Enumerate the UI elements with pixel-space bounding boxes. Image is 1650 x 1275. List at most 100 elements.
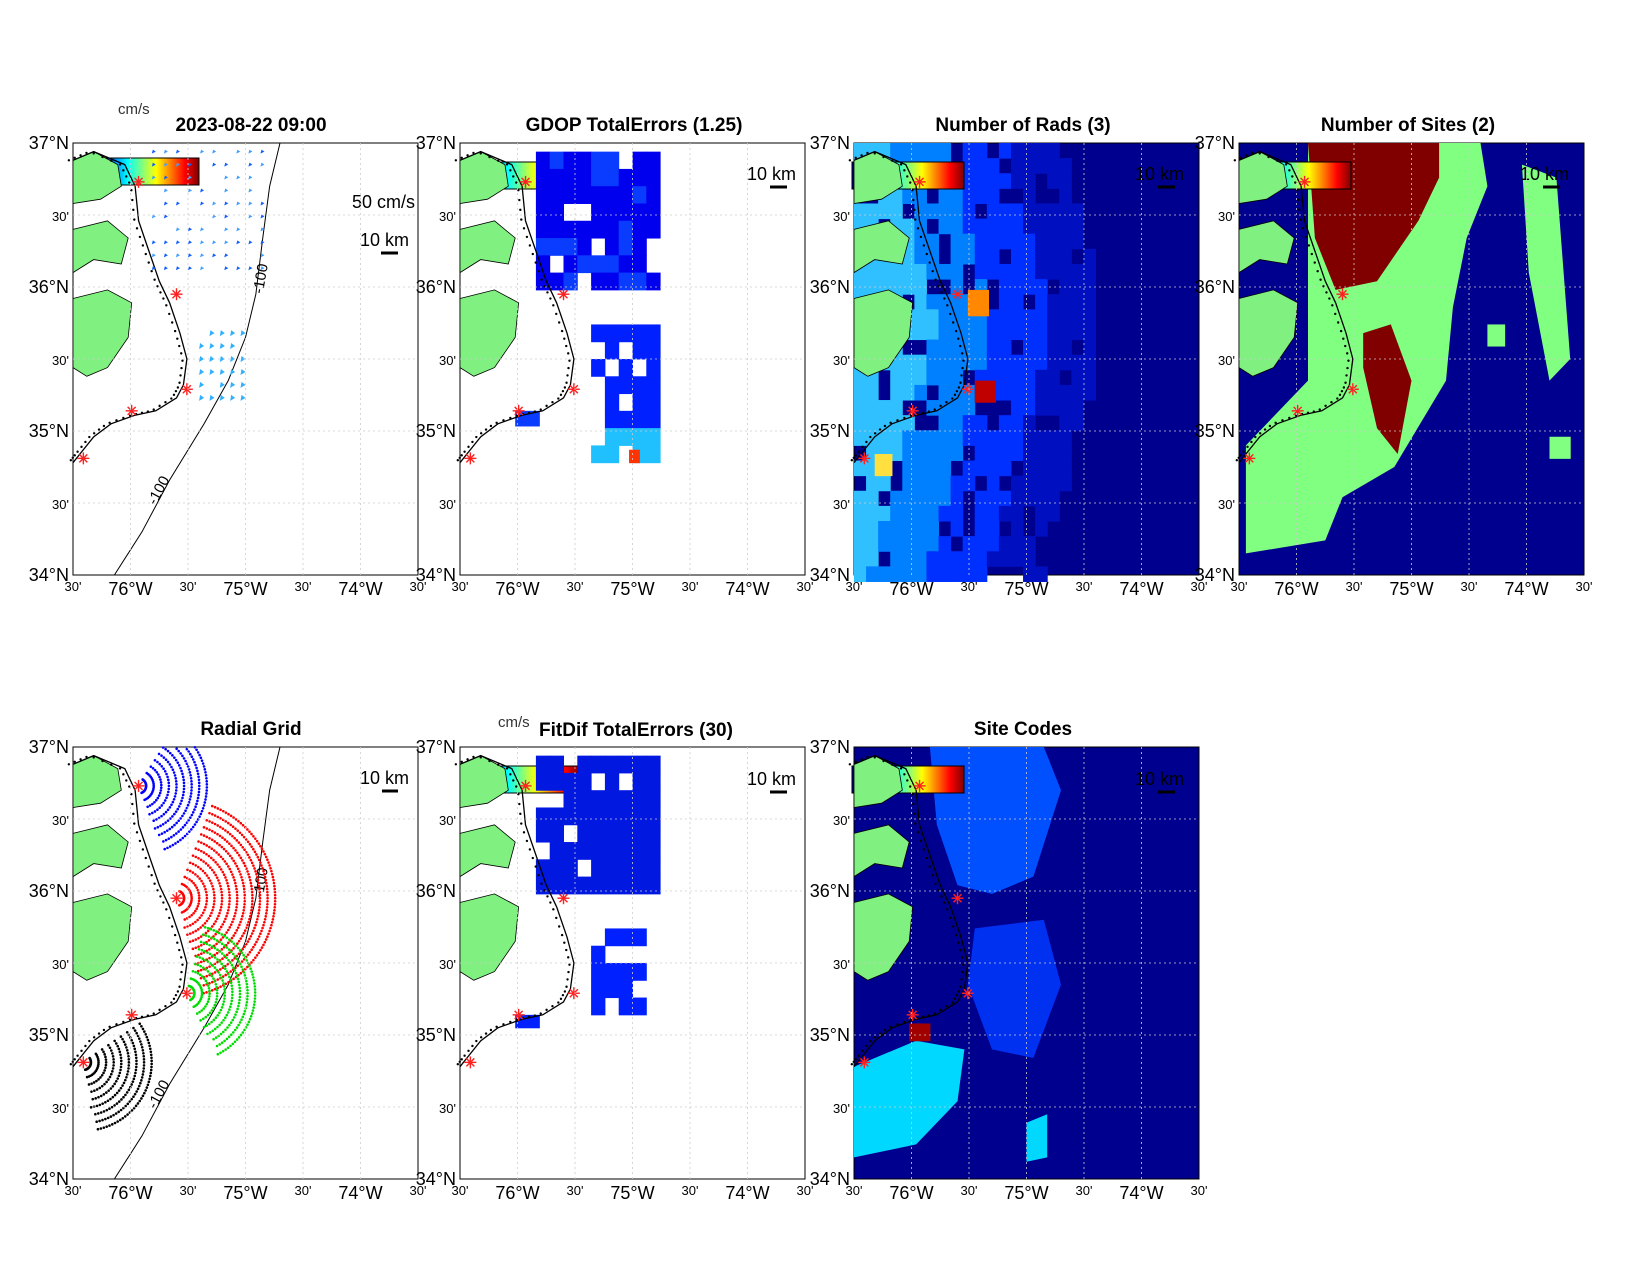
svg-text:37°N: 37°N: [416, 133, 456, 153]
panel-currents: 2023-08-22 09:00 cm/s 50 cm/s 10 km -100…: [29, 101, 427, 599]
svg-text:36°N: 36°N: [29, 277, 69, 297]
svg-text:35°N: 35°N: [810, 1025, 850, 1045]
panel-site-codes: Site Codes 10 km 37°N30'36°N30'35°N30'34…: [810, 719, 1208, 1203]
svg-text:74°W: 74°W: [1119, 579, 1163, 599]
svg-text:37°N: 37°N: [810, 133, 850, 153]
panel-gdop: GDOP TotalErrors (1.25) 10 km 37°N 30' 36°…: [416, 115, 814, 599]
svg-text:30': 30': [410, 1183, 427, 1198]
svg-text:30': 30': [1218, 497, 1235, 512]
svg-text:30': 30': [846, 1183, 863, 1198]
svg-text:30': 30': [682, 579, 699, 594]
current-vectors: [151, 149, 265, 401]
land-mass: [848, 754, 969, 1068]
svg-text:30': 30': [439, 209, 456, 224]
svg-text:30': 30': [833, 957, 850, 972]
scale-bar-label: 10 km: [360, 768, 409, 788]
panel-title: Number of Sites (2): [1321, 115, 1495, 136]
scale-bar-label: 10 km: [1520, 164, 1569, 184]
svg-text:34°N: 34°N: [29, 1169, 69, 1189]
svg-text:30': 30': [1191, 579, 1208, 594]
land-mass: [1233, 150, 1354, 464]
svg-text:35°N: 35°N: [1195, 421, 1235, 441]
axis-labels: 37°N30'36°N30'35°N30'34°N30' 76°W 30' 75°W 3…: [810, 737, 1208, 1203]
svg-text:30': 30': [439, 813, 456, 828]
sites-heatmap: [1245, 143, 1571, 554]
svg-text:76°W: 76°W: [495, 579, 539, 599]
svg-text:36°N: 36°N: [29, 881, 69, 901]
land-mass: [67, 754, 188, 1068]
panel-fitdif: FitDif TotalErrors (30) cm/s 10 km 37°N 3…: [416, 714, 814, 1203]
panel-number-of-rads: Number of Rads (3) 10 km 37°N30'36°N30'3…: [810, 115, 1208, 599]
reference-vector-label: 50 cm/s: [352, 192, 415, 212]
svg-text:30': 30': [1461, 579, 1478, 594]
svg-text:75°W: 75°W: [223, 1183, 267, 1203]
svg-text:30': 30': [1576, 579, 1593, 594]
svg-text:37°N: 37°N: [1195, 133, 1235, 153]
svg-text:30': 30': [567, 579, 584, 594]
scale-bar-label: 10 km: [1135, 769, 1184, 789]
svg-text:36°N: 36°N: [416, 881, 456, 901]
site-markers: [1243, 175, 1359, 465]
svg-text:35°N: 35°N: [416, 1025, 456, 1045]
svg-text:30': 30': [52, 1101, 69, 1116]
svg-text:30': 30': [295, 1183, 312, 1198]
svg-text:30': 30': [833, 497, 850, 512]
svg-text:30': 30': [1346, 579, 1363, 594]
fitdif-heatmap: [515, 755, 661, 1029]
svg-text:76°W: 76°W: [889, 579, 933, 599]
svg-text:30': 30': [833, 209, 850, 224]
panel-title: Radial Grid: [200, 719, 301, 740]
panel-title: 2023-08-22 09:00: [175, 115, 326, 136]
svg-text:36°N: 36°N: [810, 881, 850, 901]
svg-text:30': 30': [439, 1101, 456, 1116]
svg-text:30': 30': [452, 1183, 469, 1198]
site-markers: [858, 779, 974, 1069]
svg-text:30': 30': [1218, 209, 1235, 224]
svg-text:37°N: 37°N: [810, 737, 850, 757]
svg-text:-100: -100: [250, 262, 272, 295]
svg-text:30': 30': [295, 579, 312, 594]
svg-text:75°W: 75°W: [610, 579, 654, 599]
svg-text:30': 30': [439, 353, 456, 368]
svg-text:30': 30': [52, 957, 69, 972]
scale-bar-label: 10 km: [747, 769, 796, 789]
land-mass: [454, 150, 575, 464]
svg-text:36°N: 36°N: [1195, 277, 1235, 297]
svg-text:30': 30': [52, 813, 69, 828]
scale-bar-label: 10 km: [747, 164, 796, 184]
svg-text:30': 30': [833, 1101, 850, 1116]
svg-text:30': 30': [52, 209, 69, 224]
gdop-heatmap: [515, 151, 661, 464]
svg-text:30': 30': [682, 1183, 699, 1198]
svg-text:30': 30': [439, 497, 456, 512]
svg-text:30': 30': [961, 1183, 978, 1198]
svg-text:35°N: 35°N: [29, 421, 69, 441]
svg-text:34°N: 34°N: [810, 565, 850, 585]
svg-text:35°N: 35°N: [29, 1025, 69, 1045]
svg-text:37°N: 37°N: [416, 737, 456, 757]
svg-text:76°W: 76°W: [1274, 579, 1318, 599]
site-markers: [858, 175, 974, 465]
svg-text:76°W: 76°W: [889, 1183, 933, 1203]
panel-title: FitDif TotalErrors (30): [539, 720, 733, 741]
panel-title: GDOP TotalErrors (1.25): [526, 115, 743, 136]
svg-text:30': 30': [410, 579, 427, 594]
svg-text:75°W: 75°W: [610, 1183, 654, 1203]
svg-text:75°W: 75°W: [1004, 1183, 1048, 1203]
svg-text:34°N: 34°N: [416, 565, 456, 585]
svg-text:30': 30': [452, 579, 469, 594]
svg-text:30': 30': [180, 1183, 197, 1198]
axis-labels: 37°N30'36°N30'35°N30'34°N30' 76°W 30' 75°W 3…: [29, 133, 427, 599]
svg-text:74°W: 74°W: [338, 1183, 382, 1203]
colorbar-units: cm/s: [498, 714, 530, 731]
land-mass: [848, 150, 969, 464]
svg-text:74°W: 74°W: [1119, 1183, 1163, 1203]
svg-text:74°W: 74°W: [725, 1183, 769, 1203]
sitecodes-heatmap: [854, 747, 1061, 1162]
axis-labels: 37°N30'36°N30'35°N30'34°N30' 76°W 30' 75°W 3…: [810, 133, 1208, 599]
svg-text:30': 30': [1076, 579, 1093, 594]
svg-text:30': 30': [797, 579, 814, 594]
svg-text:30': 30': [180, 579, 197, 594]
svg-text:74°W: 74°W: [1504, 579, 1548, 599]
